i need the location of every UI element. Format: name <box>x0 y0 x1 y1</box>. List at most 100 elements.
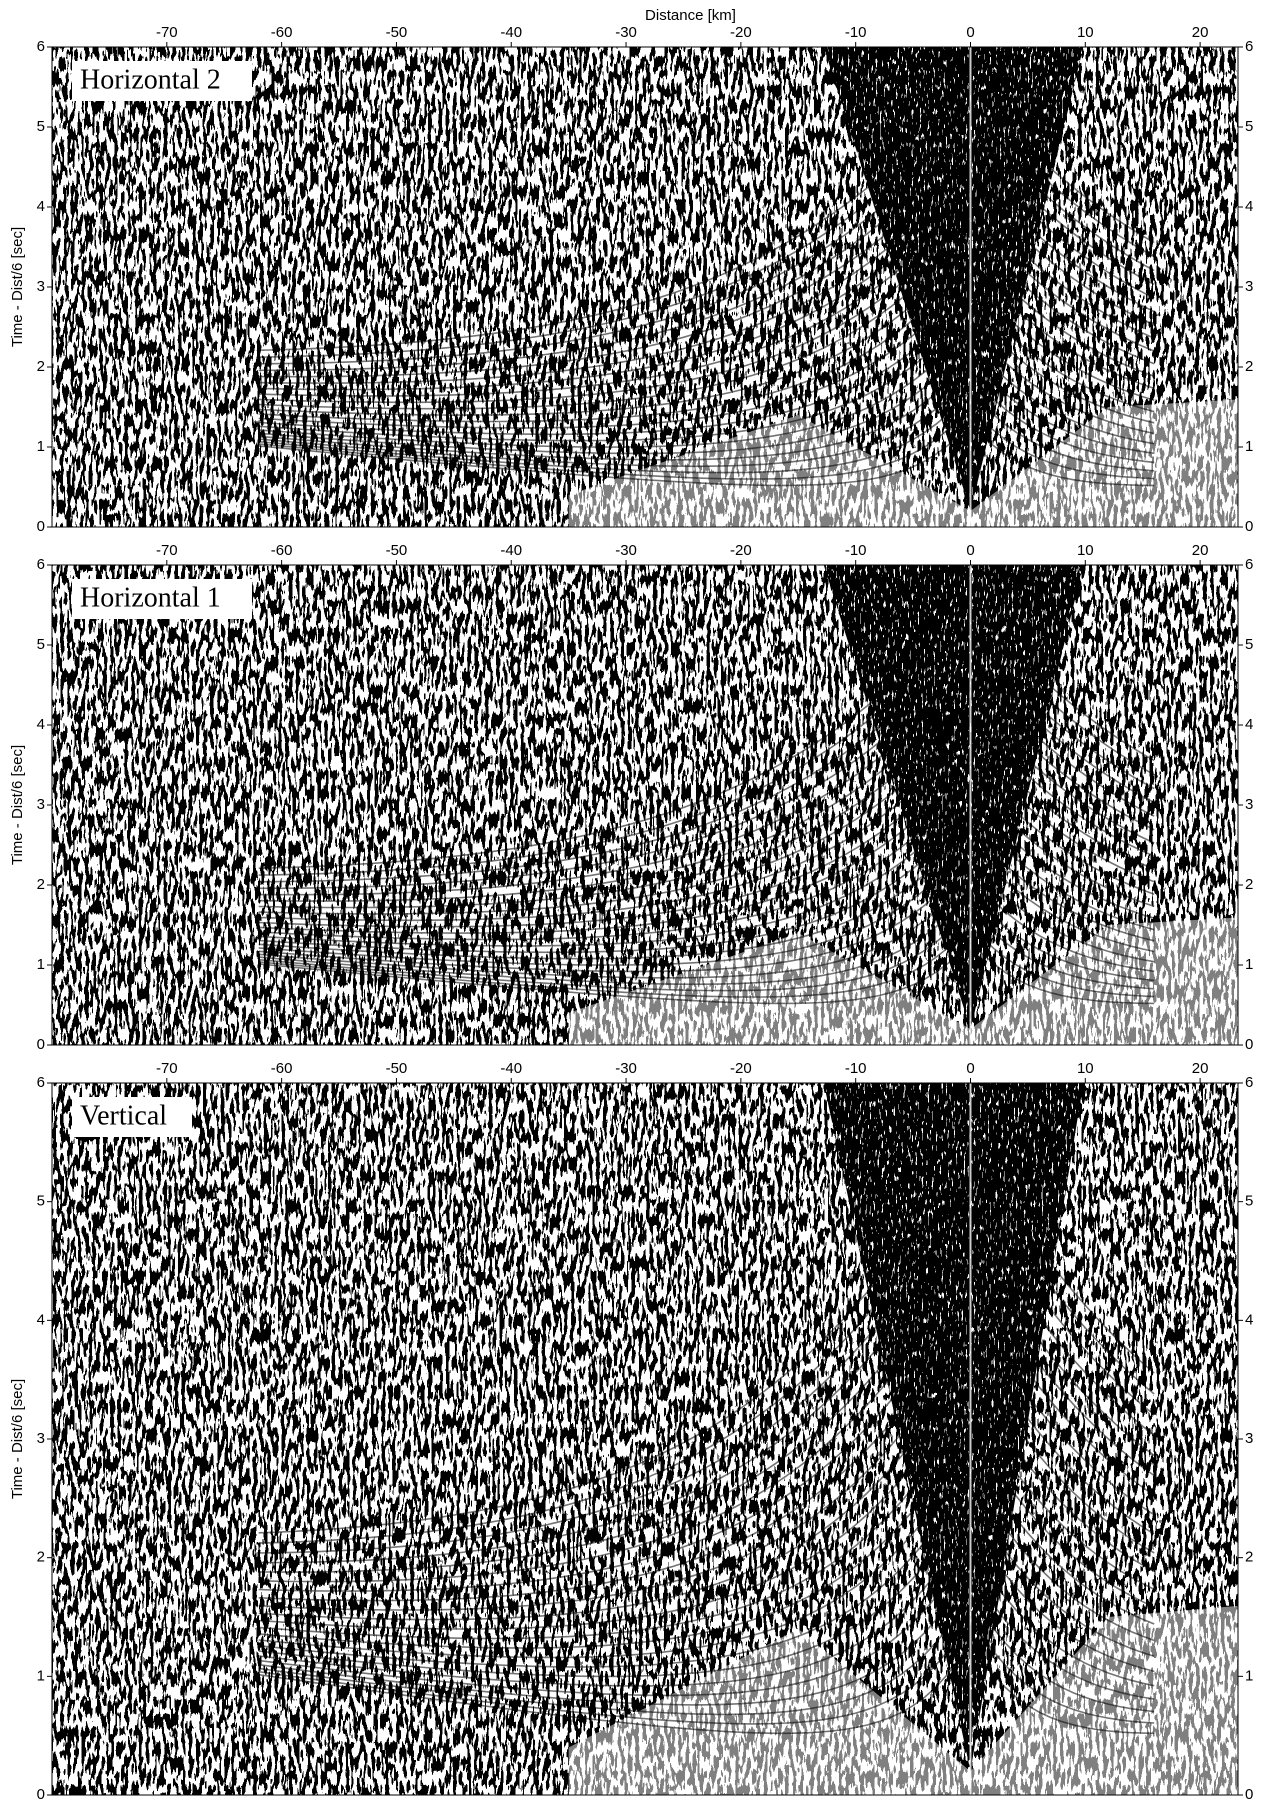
moveout-curve <box>258 421 1155 487</box>
y-tick-label: 1 <box>37 956 45 973</box>
moveout-curve <box>258 133 1155 372</box>
moveout-curve <box>258 1544 1155 1697</box>
moveout-curve <box>258 811 1155 954</box>
y-tick-label: 1 <box>37 1667 45 1684</box>
y-tick-label: 5 <box>37 636 45 653</box>
y-tick-label: 0 <box>37 1036 45 1053</box>
panel-label-box <box>72 579 252 619</box>
x-tick-label: -50 <box>386 542 408 559</box>
moveout-curve <box>258 939 1155 1005</box>
y-tick-label-right: 4 <box>1245 716 1253 733</box>
moveout-curve <box>258 389 1155 474</box>
moveout-curve <box>258 1639 1155 1735</box>
x-tick-label: -60 <box>271 542 293 559</box>
moveout-curve <box>258 795 1155 947</box>
x-tick-label: 20 <box>1192 1060 1209 1077</box>
moveout-curve <box>258 1211 1155 1564</box>
panel-label-box <box>72 61 252 101</box>
y-tick-label-right: 1 <box>1245 438 1253 455</box>
moveout-curve <box>258 165 1155 384</box>
moveout-curve <box>258 763 1155 934</box>
moveout-curve <box>258 875 1155 979</box>
quiet-zone <box>568 399 1238 527</box>
y-tick-label: 3 <box>37 1430 45 1447</box>
y-tick-label: 4 <box>37 1311 45 1328</box>
moveout-curve <box>258 779 1155 941</box>
x-tick-label: -20 <box>730 24 752 41</box>
moveout-curve <box>258 405 1155 480</box>
y-tick-label-right: 4 <box>1245 1311 1253 1328</box>
moveout-curve <box>258 1140 1155 1534</box>
y-tick-label-right: 3 <box>1245 1430 1253 1447</box>
moveout-curve <box>258 619 1155 876</box>
y-tick-label-right: 6 <box>1245 556 1253 573</box>
y-tick-label: 3 <box>37 278 45 295</box>
moveout-curve <box>258 827 1155 960</box>
y-tick-label: 2 <box>37 1549 45 1566</box>
x-tick-label: -30 <box>615 542 637 559</box>
moveout-curve <box>258 1330 1155 1611</box>
x-tick-label: -70 <box>156 24 178 41</box>
moveout-curve <box>258 891 1155 986</box>
x-tick-label: -10 <box>845 542 867 559</box>
moveout-curve <box>258 907 1155 992</box>
moveout-curve <box>258 1425 1155 1649</box>
y-tick-label-right: 1 <box>1245 956 1253 973</box>
moveout-curve <box>258 117 1155 365</box>
y-tick-label: 4 <box>37 716 45 733</box>
x-tick-label: -50 <box>386 1060 408 1077</box>
moveout-curve <box>258 1164 1155 1544</box>
y-tick-label-right: 5 <box>1245 118 1253 135</box>
moveout-curve <box>258 667 1155 896</box>
x-tick-label: 0 <box>966 24 974 41</box>
moveout-curve <box>258 309 1155 442</box>
y-tick-label: 6 <box>37 38 45 55</box>
moveout-curve <box>258 213 1155 404</box>
y-tick-label-right: 2 <box>1245 876 1253 893</box>
y-axis-title: Time - Dist/6 [sec] <box>9 745 26 865</box>
y-tick-label: 3 <box>37 796 45 813</box>
y-tick-label-right: 1 <box>1245 1667 1253 1684</box>
x-tick-label: 10 <box>1077 24 1094 41</box>
y-tick-label-right: 0 <box>1245 1036 1253 1053</box>
moveout-curve <box>258 1354 1155 1621</box>
moveout-curve <box>258 197 1155 397</box>
y-tick-label: 6 <box>37 556 45 573</box>
seismic-panel <box>52 47 1238 527</box>
quiet-zone <box>568 1605 1238 1795</box>
x-axis-title: Distance [km] <box>645 7 736 24</box>
moveout-curve <box>258 1496 1155 1678</box>
x-tick-label: -30 <box>615 1060 637 1077</box>
quiet-zone <box>568 917 1238 1045</box>
x-tick-label: -60 <box>271 24 293 41</box>
moveout-curve <box>258 603 1155 869</box>
x-tick-label: 20 <box>1192 542 1209 559</box>
moveout-curve <box>258 923 1155 998</box>
moveout-curve <box>258 1473 1155 1668</box>
y-tick-label-right: 6 <box>1245 1074 1253 1091</box>
moveout-curve <box>258 651 1155 890</box>
x-tick-label: 10 <box>1077 1060 1094 1077</box>
y-tick-label-right: 6 <box>1245 38 1253 55</box>
x-tick-label: 0 <box>966 1060 974 1077</box>
moveout-curve <box>258 859 1155 973</box>
y-tick-label: 2 <box>37 358 45 375</box>
x-tick-label: -20 <box>730 542 752 559</box>
y-tick-label: 1 <box>37 438 45 455</box>
y-tick-label-right: 2 <box>1245 358 1253 375</box>
moveout-curve <box>258 715 1155 915</box>
x-tick-label: -40 <box>500 24 522 41</box>
y-tick-label: 5 <box>37 1193 45 1210</box>
seismic-panel <box>52 1083 1238 1795</box>
moveout-curve <box>258 229 1155 410</box>
moveout-curve <box>258 1378 1155 1630</box>
moveout-curve <box>258 1401 1155 1640</box>
y-tick-label: 4 <box>37 198 45 215</box>
y-tick-label: 2 <box>37 876 45 893</box>
x-tick-label: -60 <box>271 1060 293 1077</box>
moveout-curve <box>258 683 1155 902</box>
y-tick-label-right: 3 <box>1245 278 1253 295</box>
moveout-curve <box>258 357 1155 461</box>
moveout-curve <box>258 747 1155 928</box>
